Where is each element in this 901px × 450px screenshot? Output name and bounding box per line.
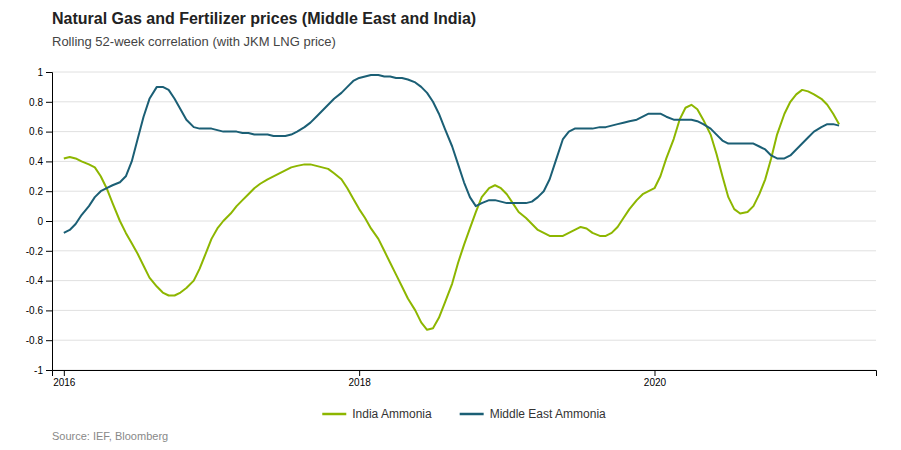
- y-tick-group: 1: [37, 67, 52, 78]
- grid-line: [52, 310, 876, 311]
- y-tick: [46, 281, 52, 282]
- legend-swatch: [460, 413, 484, 416]
- y-tick-label: 0.2: [29, 186, 43, 197]
- y-tick-label: -1: [34, 365, 43, 376]
- y-tick-group: 0.6: [29, 126, 52, 137]
- y-tick-label: -0.6: [26, 305, 44, 316]
- legend-item: India Ammonia: [322, 407, 432, 421]
- y-tick: [46, 132, 52, 133]
- y-tick-group: -0.4: [26, 275, 52, 286]
- y-tick: [46, 72, 52, 73]
- grid-line: [52, 161, 876, 162]
- y-tick-group: 0.8: [29, 97, 52, 108]
- x-tick-group: 2016: [53, 370, 76, 388]
- x-tick: [64, 370, 65, 376]
- y-tick: [46, 310, 52, 311]
- y-tick-label: 0.8: [29, 97, 43, 108]
- plot-area: [64, 75, 839, 330]
- series-line: [64, 75, 839, 233]
- y-tick-label: 1: [37, 67, 43, 78]
- x-tick-group: 2020: [644, 370, 667, 388]
- y-tick-group: 0: [37, 216, 52, 227]
- y-tick: [46, 340, 52, 341]
- y-tick-label: -0.4: [26, 275, 44, 286]
- annotation: Source: IEF, Bloomberg: [52, 430, 168, 442]
- y-tick-label: 0: [37, 216, 43, 227]
- y-tick: [46, 161, 52, 162]
- grid-line: [52, 221, 876, 222]
- y-tick-group: -0.6: [26, 305, 52, 316]
- grid-line: [52, 250, 876, 251]
- x-tick: [359, 370, 360, 376]
- grid-line: [52, 72, 876, 73]
- y-tick: [46, 191, 52, 192]
- chart: Natural Gas and Fertilizer prices (Middl…: [0, 0, 901, 450]
- grid: [52, 72, 876, 370]
- x-tick-label: 2020: [644, 377, 667, 388]
- subtitle: Rolling 52-week correlation (with JKM LN…: [52, 34, 336, 49]
- title: Natural Gas and Fertilizer prices (Middl…: [52, 10, 476, 27]
- y-tick: [46, 370, 52, 371]
- y-tick-group: -0.2: [26, 246, 52, 257]
- y-tick-group: 0.2: [29, 186, 52, 197]
- legend-label: India Ammonia: [352, 407, 432, 421]
- x-axis: 2016 2018 2020: [53, 370, 877, 388]
- legend-swatch: [322, 413, 346, 416]
- y-tick-label: 0.6: [29, 126, 43, 137]
- y-tick: [46, 102, 52, 103]
- grid-line: [52, 191, 876, 192]
- x-tick-label: 2016: [53, 377, 76, 388]
- chart-container: Natural Gas and Fertilizer prices (Middl…: [0, 0, 901, 450]
- x-axis-line: [53, 371, 877, 377]
- y-axis: -1 -0.8 -0.6 -0.4 -0.2 0 0.2 0.4 0.6 0.8 1: [26, 67, 53, 376]
- grid-line: [52, 340, 876, 341]
- y-tick-group: -0.8: [26, 335, 52, 346]
- series-line: [64, 90, 839, 330]
- y-tick-group: 0.4: [29, 156, 52, 167]
- x-tick-group: 2018: [349, 370, 372, 388]
- y-tick-group: -1: [34, 365, 52, 376]
- x-tick-label: 2018: [349, 377, 372, 388]
- y-tick-label: -0.2: [26, 246, 44, 257]
- legend-item: Middle East Ammonia: [460, 407, 606, 421]
- y-axis-line: [46, 73, 53, 371]
- y-tick: [46, 251, 52, 252]
- legend: India Ammonia Middle East Ammonia: [322, 407, 606, 421]
- grid-line: [52, 131, 876, 132]
- y-tick: [46, 221, 52, 222]
- x-tick: [654, 370, 655, 376]
- y-tick-label: 0.4: [29, 156, 43, 167]
- grid-line: [52, 280, 876, 281]
- legend-label: Middle East Ammonia: [490, 407, 606, 421]
- y-tick-label: -0.8: [26, 335, 44, 346]
